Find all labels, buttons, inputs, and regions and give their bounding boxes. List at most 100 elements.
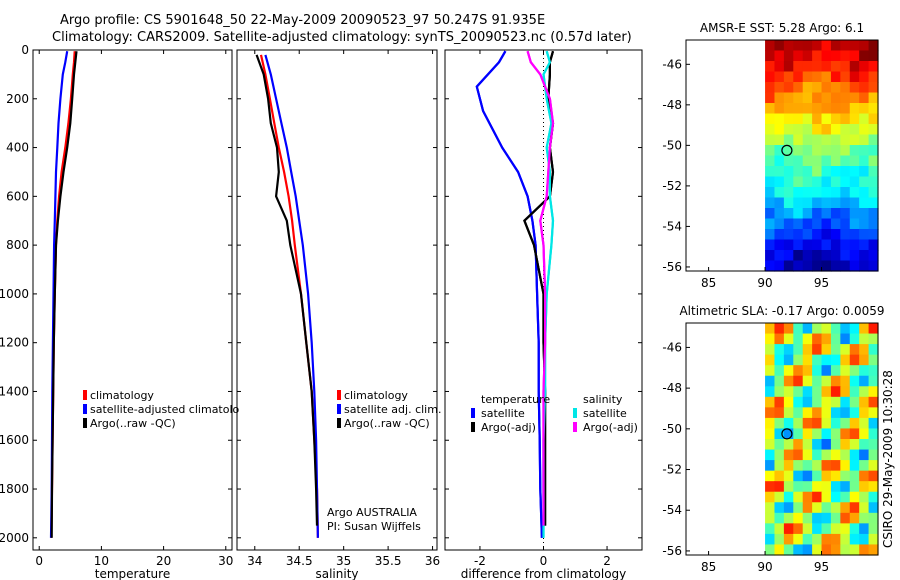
sla_map-cell: [859, 491, 870, 503]
sst_map-cell: [859, 50, 870, 62]
sst_map-cell: [783, 197, 794, 209]
sla_map-cell: [793, 439, 804, 451]
sla_map-cell: [765, 428, 776, 440]
sla_map-cell: [783, 386, 794, 398]
difference-legend-salinity-swatch: [573, 408, 577, 418]
sst_map-cell: [830, 155, 841, 167]
sla_map-ytick-label: -54: [662, 503, 682, 517]
sla_map-cell: [821, 460, 832, 472]
sst_map-cell: [840, 40, 851, 52]
sst_map-cell: [793, 71, 804, 83]
sla_map-cell: [868, 375, 879, 387]
sst_map-cell: [783, 176, 794, 188]
sst_map-cell: [802, 218, 813, 230]
sst_map-cell: [802, 124, 813, 136]
sla_map-cell: [868, 354, 879, 366]
sla_map-cell: [793, 354, 804, 366]
temperature-axes-frame: [32, 49, 233, 551]
sla_map-cell: [783, 344, 794, 356]
salinity-axes-frame: [236, 49, 438, 551]
sst_map-heatmap-cells: [765, 40, 879, 272]
sla_map-cell: [868, 544, 879, 556]
sla_map-xtick-label: 95: [814, 560, 829, 574]
sla_map-cell: [793, 396, 804, 408]
sst_map-cell: [830, 113, 841, 125]
sst_map-cell: [859, 103, 870, 115]
sst_map-title: AMSR-E SST: 5.28 Argo: 6.1: [700, 21, 864, 35]
sst_map-cell: [783, 82, 794, 94]
depth-tick-label: 1600: [0, 433, 29, 447]
sst_map-cell: [774, 187, 785, 199]
sst_map-cell: [793, 218, 804, 230]
sst_map-cell: [783, 260, 794, 272]
sst_map-cell: [774, 50, 785, 62]
sla_map-cell: [774, 533, 785, 546]
sla_map-cell: [868, 386, 879, 398]
sst_map-cell: [821, 166, 832, 178]
temperature-xtick-label: 20: [156, 554, 171, 568]
sst_map-cell: [783, 113, 794, 125]
sla_map-cell: [821, 333, 832, 345]
sst_map-cell: [812, 197, 823, 209]
sst_map-cell: [821, 145, 832, 157]
sla_map-cell: [859, 544, 870, 556]
sla_map-cell: [793, 491, 804, 503]
salinity-annotation: Argo AUSTRALIA: [327, 506, 417, 519]
sla_map-cell: [849, 417, 860, 430]
sst_map-cell: [793, 61, 804, 73]
sst_map-cell: [849, 92, 860, 104]
sla_map-cell: [849, 323, 860, 335]
sla_map-cell: [840, 544, 851, 556]
sst_map-cell: [821, 155, 832, 167]
sla_map-cell: [840, 491, 851, 503]
sla_map-ytick-label: -52: [662, 463, 682, 477]
sst_map-cell: [849, 187, 860, 199]
sla_map-cell: [774, 439, 785, 451]
sst_map-cell: [802, 250, 813, 262]
sst_map-cell: [802, 197, 813, 209]
sla_map-cell: [793, 375, 804, 387]
sst_map-cell: [802, 208, 813, 220]
sla_map-cell: [793, 333, 804, 345]
sst_map-cell: [774, 145, 785, 157]
sst_map-cell: [821, 250, 832, 262]
sst_map-cell: [868, 187, 879, 199]
sst_map-cell: [859, 61, 870, 73]
sla_map-cell: [774, 354, 785, 366]
sst_map-cell: [840, 208, 851, 220]
sla_map-cell: [783, 533, 794, 546]
sst_map-cell: [793, 134, 804, 146]
sla_map-cell: [793, 428, 804, 440]
sst_map-cell: [840, 187, 851, 199]
sla_map-cell: [868, 323, 879, 335]
sla_map-cell: [774, 460, 785, 472]
sst_map-cell: [783, 208, 794, 220]
sst_map-cell: [849, 239, 860, 251]
sst_map-cell: [859, 92, 870, 104]
sla_map-cell: [821, 323, 832, 335]
sst_map-cell: [849, 145, 860, 157]
sla_map-cell: [812, 460, 823, 472]
sst_map-cell: [849, 113, 860, 125]
sla_map-cell: [765, 502, 776, 514]
sla_map-cell: [868, 449, 879, 461]
sst_map-cell: [783, 103, 794, 115]
sst_map-cell: [830, 208, 841, 220]
sst_map-cell: [765, 145, 776, 157]
sla_map-cell: [783, 439, 794, 451]
sla_map-cell: [821, 439, 832, 451]
sst_map-cell: [840, 113, 851, 125]
sla_map-cell: [765, 407, 776, 419]
sla_map-cell: [765, 365, 776, 377]
sla_map-cell: [849, 396, 860, 408]
sst_map-ytick-label: -54: [662, 219, 682, 233]
depth-tick-label: 1400: [0, 384, 29, 398]
sst_map-cell: [812, 187, 823, 199]
sla_map-cell: [774, 323, 785, 335]
sla_map-cell: [783, 333, 794, 345]
sla_map-ytick-label: -46: [662, 340, 682, 354]
sla_map-cell: [868, 396, 879, 408]
sst_map-cell: [859, 145, 870, 157]
salinity-series-satellite-adj-clim-: [264, 54, 319, 538]
sla_map-cell: [793, 365, 804, 377]
